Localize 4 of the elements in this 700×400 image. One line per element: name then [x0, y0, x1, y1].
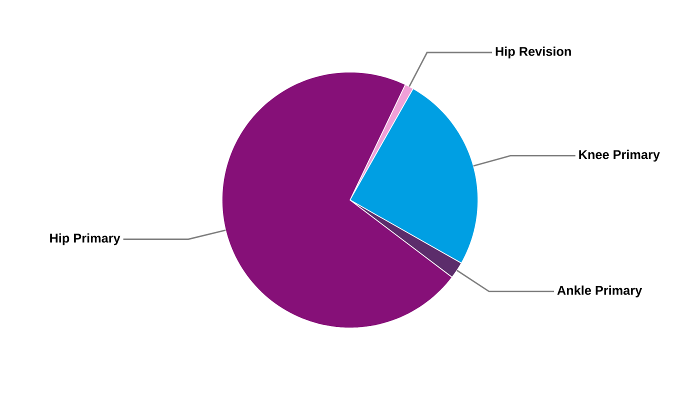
slice-label: Knee Primary	[579, 150, 660, 162]
slice-label: Hip Revision	[496, 46, 571, 58]
slice-label: Ankle Primary	[557, 286, 642, 298]
slice-label: Hip Primary	[50, 233, 120, 246]
